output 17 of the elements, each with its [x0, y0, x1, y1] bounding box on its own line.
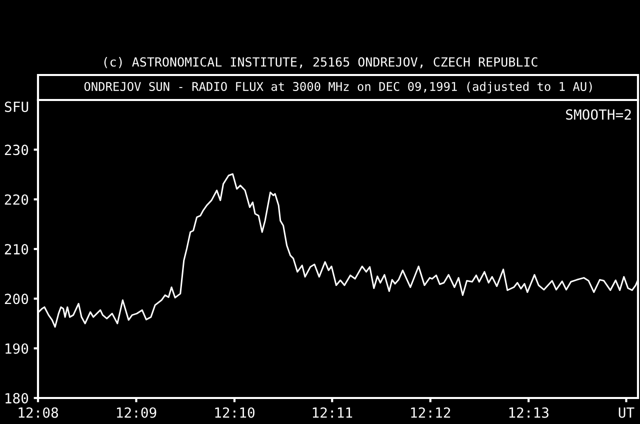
x-tick-label: 12:13 [509, 407, 548, 418]
x-tick-label: 12:08 [18, 407, 58, 418]
chart-subtitle: ONDREJOV SUN - RADIO FLUX at 3000 MHz on DEC 09,1991 (adjusted to 1 AU) [84, 82, 592, 94]
y-axis-title: SFU [4, 102, 28, 112]
x-tick-label: 12:10 [215, 407, 254, 418]
x-tick-label: 12:12 [411, 407, 450, 418]
y-tick-label: 200 [4, 294, 28, 304]
y-tick-label: 180 [6, 393, 28, 404]
y-tick-label: 220 [4, 194, 28, 205]
annotation: SMOOTH=2 [566, 109, 631, 120]
y-tick-label: 230 [4, 144, 28, 156]
chart-title: (c) ASTRONOMICAL INSTITUTE, 25165 ONDREJOV, CZECH REPUBLIC [104, 57, 538, 68]
y-tick-label: 210 [4, 244, 28, 255]
x-tick-label: 12:11 [312, 407, 352, 418]
y-tick-label: 190 [6, 343, 28, 354]
x-tick-label: UT [618, 408, 634, 418]
x-tick-label: 12:09 [117, 407, 156, 418]
